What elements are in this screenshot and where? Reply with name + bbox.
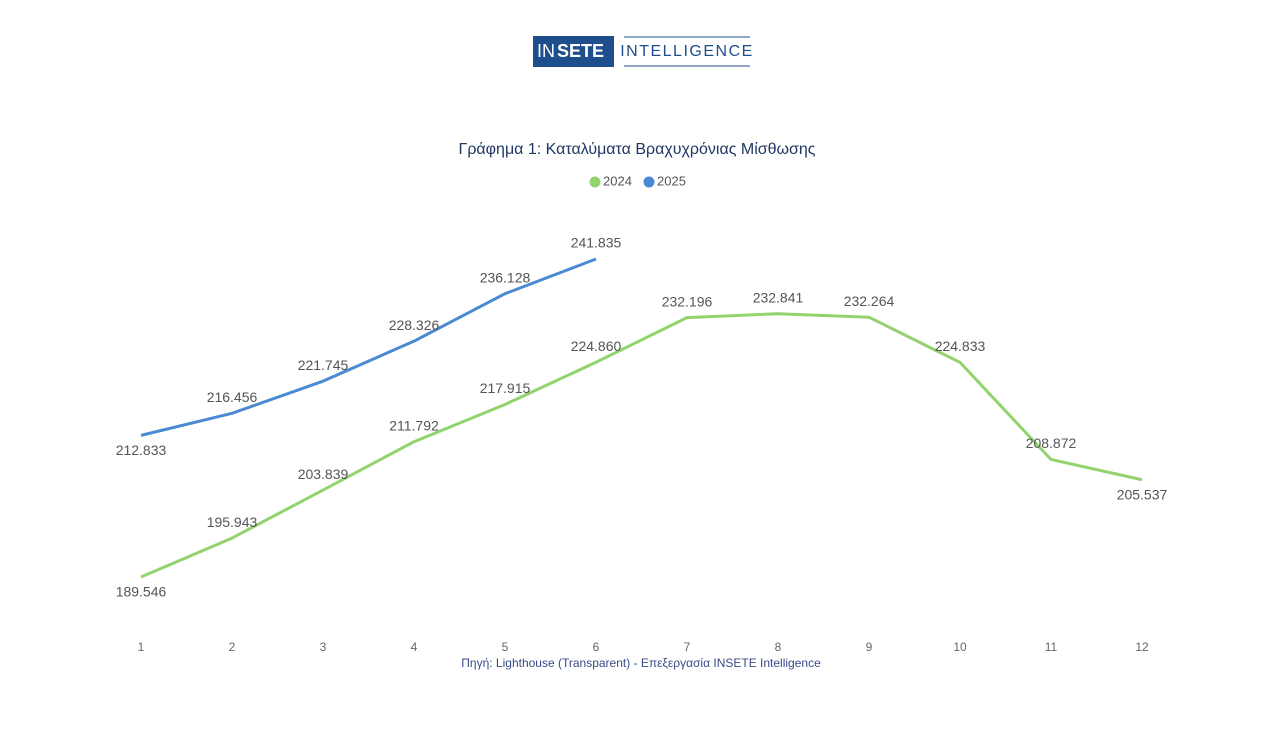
series-line xyxy=(140,257,597,437)
legend-swatch xyxy=(589,176,601,188)
data-label: 216.456 xyxy=(207,389,258,405)
data-label: 221.745 xyxy=(298,357,349,373)
data-label: 232.841 xyxy=(753,289,804,305)
x-tick-label: 12 xyxy=(1135,640,1149,654)
data-label: 224.833 xyxy=(935,338,986,354)
x-tick-label: 9 xyxy=(866,640,873,654)
legend-label: 2024 xyxy=(603,173,632,188)
data-label: 232.196 xyxy=(662,293,713,309)
x-tick-label: 1 xyxy=(138,640,145,654)
data-label: 189.546 xyxy=(116,584,167,600)
logo-text: INTELLIGENCE xyxy=(620,43,754,60)
source-note: Πηγή: Lighthouse (Transparent) - Επεξεργ… xyxy=(461,656,821,670)
data-label: 224.860 xyxy=(571,338,622,354)
data-label: 232.264 xyxy=(844,293,895,309)
logo-sete: SETE xyxy=(557,41,604,61)
data-label: 236.128 xyxy=(480,269,531,285)
x-tick-label: 2 xyxy=(229,640,236,654)
legend-label: 2025 xyxy=(657,173,686,188)
logo-in: IN xyxy=(537,41,555,61)
x-tick-label: 10 xyxy=(953,640,967,654)
data-label: 195.943 xyxy=(207,514,258,530)
legend-swatch xyxy=(643,176,655,188)
x-tick-label: 8 xyxy=(775,640,782,654)
x-tick-label: 7 xyxy=(684,640,691,654)
data-label: 205.537 xyxy=(1117,486,1168,502)
x-tick-label: 5 xyxy=(502,640,509,654)
x-tick-label: 3 xyxy=(320,640,327,654)
data-label: 208.872 xyxy=(1026,435,1077,451)
data-label: 217.915 xyxy=(480,380,531,396)
series-line xyxy=(140,312,1143,579)
x-tick-label: 6 xyxy=(593,640,600,654)
x-tick-label: 11 xyxy=(1045,640,1058,654)
logo-box xyxy=(533,36,614,67)
data-label: 203.839 xyxy=(298,466,349,482)
data-label: 212.833 xyxy=(116,442,167,458)
chart-title: Γράφημα 1: Καταλύματα Βραχυχρόνιας Μίσθω… xyxy=(459,141,816,158)
x-tick-label: 4 xyxy=(411,640,418,654)
data-label: 228.326 xyxy=(389,317,440,333)
data-label: 241.835 xyxy=(571,235,622,251)
data-label: 211.792 xyxy=(389,417,439,433)
